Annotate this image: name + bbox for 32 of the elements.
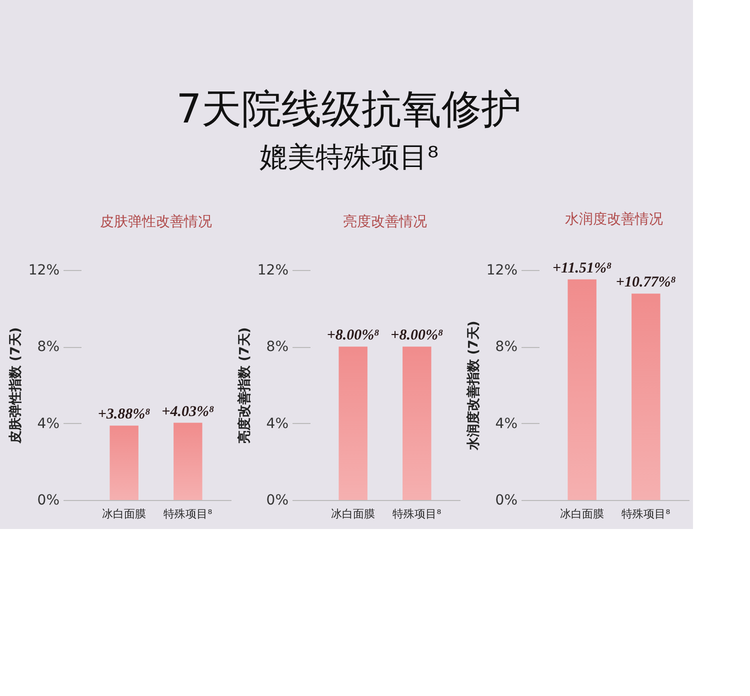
y-tick-label: 4% — [266, 416, 288, 432]
x-tick-label: 特殊项目⁸ — [164, 508, 213, 520]
y-tick-label: 0% — [266, 492, 288, 508]
y-tick-label: 12% — [486, 262, 518, 278]
y-tick-label: 8% — [37, 339, 60, 356]
data-label: +8.00%⁸ — [326, 328, 380, 344]
y-tick-label: 4% — [37, 416, 60, 432]
x-tick-label: 冰白面膜 — [560, 508, 604, 520]
chart-title: 水润度改善情况 — [565, 210, 663, 228]
y-tick-label: 8% — [495, 339, 518, 356]
x-tick-label: 冰白面膜 — [102, 508, 146, 520]
text: 7天院线级抗氧修护 — [176, 86, 522, 132]
x-tick-label: 冰白面膜 — [331, 508, 376, 520]
y-tick-label: 12% — [28, 262, 60, 278]
text: 媲美特殊项目⁸ — [259, 140, 439, 174]
chart-title: 皮肤弹性改善情况 — [100, 213, 212, 230]
y-axis-title: 皮肤弹性指数 (7天) — [7, 327, 24, 445]
data-label: +3.88%⁸ — [98, 406, 150, 423]
data-label: +4.03%⁸ — [162, 404, 214, 420]
y-tick-label: 0% — [37, 492, 60, 508]
x-tick-label: 特殊项目⁸ — [392, 508, 442, 520]
chart-title: 亮度改善情况 — [343, 213, 427, 230]
y-tick-label: 0% — [495, 492, 518, 508]
x-tick-label: 特殊项目⁸ — [622, 508, 671, 520]
data-label: +11.51%⁸ — [552, 260, 612, 276]
data-label: +8.00%⁸ — [390, 328, 444, 344]
y-axis-title: 亮度改善指数 (7天) — [236, 327, 252, 445]
data-label: +10.77%⁸ — [616, 274, 676, 291]
y-axis-title: 水润度改善指数 (7天) — [465, 320, 482, 452]
y-tick-label: 12% — [257, 262, 288, 278]
y-tick-label: 4% — [495, 416, 518, 432]
y-tick-label: 8% — [266, 339, 288, 356]
